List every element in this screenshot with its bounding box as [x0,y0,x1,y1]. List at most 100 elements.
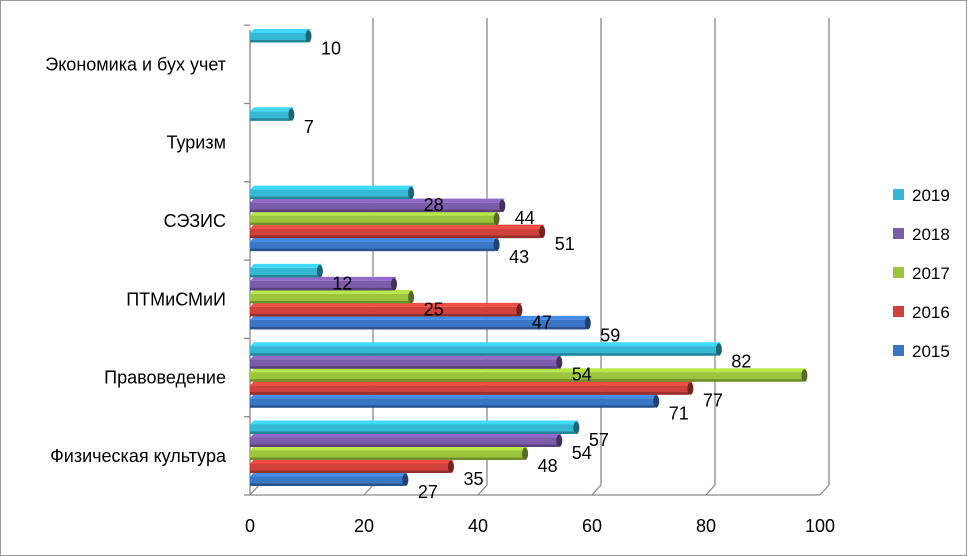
data-label: 57 [589,430,609,450]
bar-cap [556,356,563,369]
floor-gridline [819,484,830,496]
data-label: 7 [304,117,314,137]
bar-shade [250,40,307,43]
legend-swatch [893,267,904,278]
bar [250,342,722,356]
data-label: 71 [669,404,689,424]
data-label: 28 [424,195,444,215]
bar-top [250,459,454,464]
bar-top [250,289,414,294]
data-label: 47 [532,312,552,332]
category-label: Экономика и бух учет [45,54,226,74]
bar-front [250,33,307,43]
bar-front [250,293,410,304]
bar-front [250,398,655,408]
bar-cap [653,395,660,408]
x-tick-label: 60 [582,516,602,536]
bar-front [250,267,319,278]
category-label: Правоведение [104,368,226,388]
x-tick-label: 20 [354,516,374,536]
bar-cap [402,473,409,486]
data-label: 59 [600,325,620,345]
bar [250,446,529,460]
legend-swatch [893,345,904,356]
bar [250,459,454,473]
bar-front [250,463,450,473]
floor-gridline [249,484,260,496]
bar-top [250,355,562,360]
bar-front [250,306,518,317]
bar [250,211,500,226]
data-label: 48 [538,456,558,476]
bar-shade [250,300,410,304]
bar-shade [250,457,524,460]
bar [250,355,563,369]
data-label: 43 [509,247,529,267]
bar-top [250,237,500,242]
bar-top [250,107,294,112]
bar-front [250,319,587,330]
x-tick-labels: 0 20 40 60 80 100 [245,516,835,536]
floor-gridline [363,484,374,496]
bar-front [250,228,541,239]
bar-top [250,420,579,425]
bar-front [250,372,803,382]
bar-top [250,472,408,477]
floor-gridline [477,484,488,496]
bar [250,472,409,486]
category-label: СЭЗИС [164,211,226,231]
legend-swatch [893,228,904,239]
bar-cap [493,212,500,226]
bar-top [250,368,807,373]
bar-front [250,189,410,200]
bar-cap [687,382,694,395]
bar-front [250,202,501,213]
bar-top [250,315,591,320]
legend-label: 2019 [912,186,950,205]
data-label: 54 [572,365,592,385]
x-tick-label: 100 [805,516,835,536]
category-labels: Физическая культура Правоведение ПТМиСМиИ С… [45,54,227,466]
legend-swatch [893,189,904,200]
bar-top [250,381,693,386]
bar-shade [250,209,501,213]
category-axis [244,24,251,496]
bar-cap [448,460,454,473]
bar [250,107,295,121]
legend-label: 2017 [912,264,950,283]
bar [250,394,660,408]
bar-top [250,342,722,347]
bar-shade [250,431,575,434]
bar [250,289,415,304]
bar-shade [250,118,290,121]
bar [250,224,546,239]
data-label: 12 [332,273,352,293]
bar-top [250,29,311,33]
legend-swatch [893,306,904,317]
bar-front [250,111,290,121]
data-label: 27 [418,482,438,502]
bar [250,315,591,330]
bar-cap [316,264,323,278]
bar [250,368,808,382]
bar-front [250,385,689,395]
bar-cap [573,421,580,434]
floor-gridline [591,484,602,496]
bar-cap [408,186,415,200]
bar-front [250,346,718,356]
bar-cap [499,199,506,213]
bar-shade [250,379,803,382]
bar-top [250,185,414,190]
bar [250,420,580,434]
bar-cap [715,343,722,356]
bar-shade [250,235,541,239]
bar-top [250,276,397,281]
bars [250,29,808,486]
bar [250,433,563,447]
bar-cap [801,369,808,382]
legend-label: 2016 [912,303,950,322]
bar-front [250,215,496,226]
data-label: 44 [515,208,535,228]
bar-shade [250,366,558,369]
